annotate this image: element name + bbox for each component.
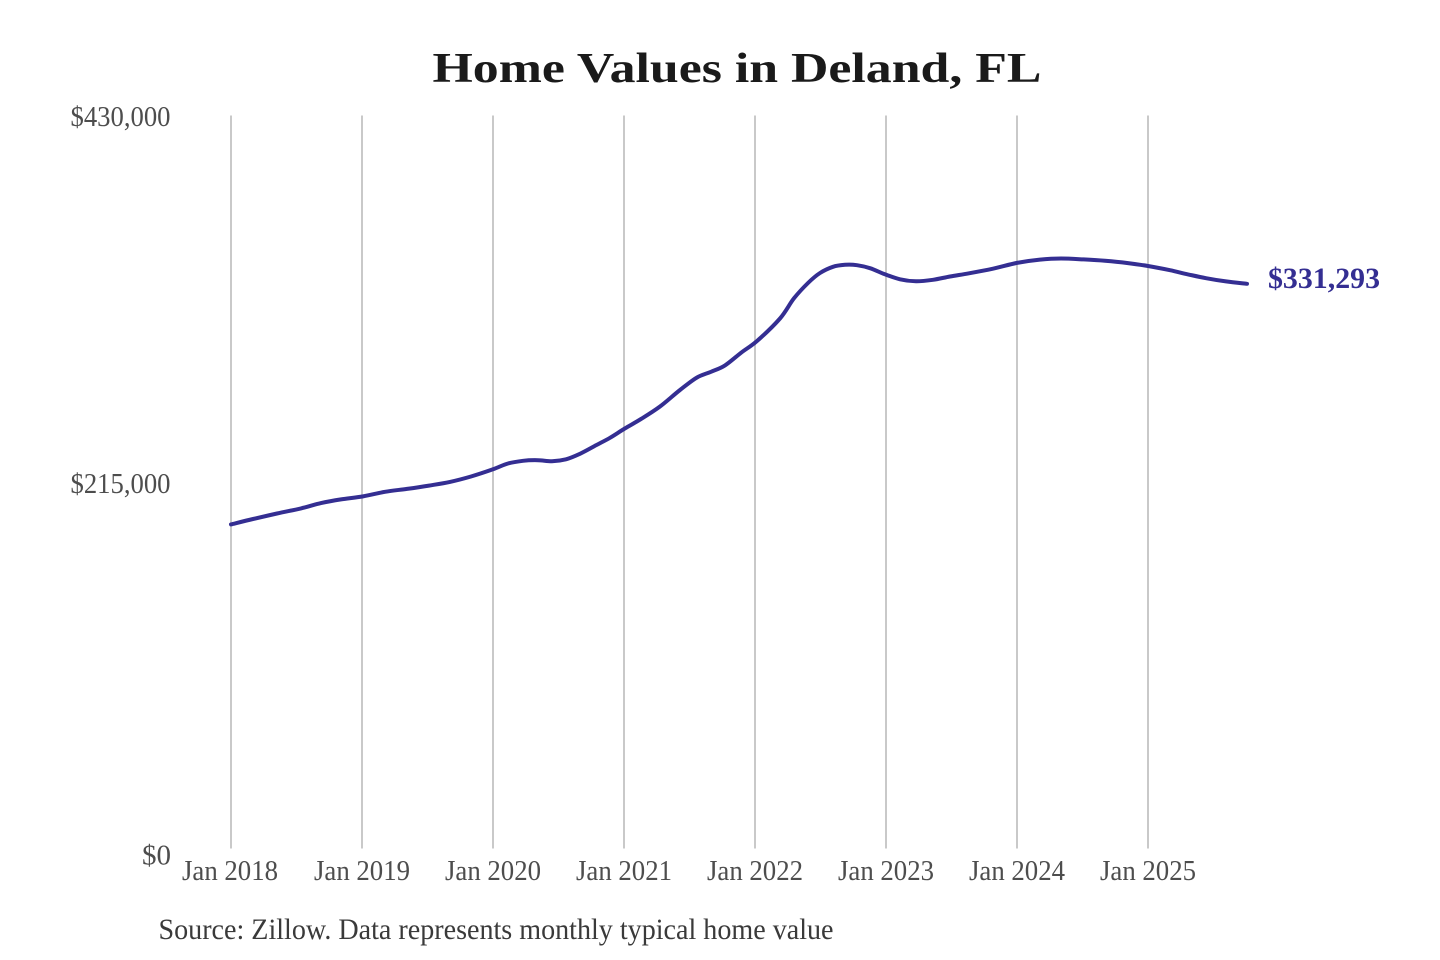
svg-text:Jan 2023: Jan 2023 bbox=[838, 855, 934, 887]
svg-text:Jan 2021: Jan 2021 bbox=[576, 855, 672, 887]
svg-text:$0: $0 bbox=[142, 840, 171, 872]
svg-text:Jan 2024: Jan 2024 bbox=[969, 855, 1065, 887]
svg-text:Source: Zillow. Data represent: Source: Zillow. Data represents monthly … bbox=[159, 913, 834, 946]
svg-text:Jan 2019: Jan 2019 bbox=[314, 855, 410, 887]
svg-text:Home Values in Deland, FL: Home Values in Deland, FL bbox=[433, 46, 1042, 92]
svg-text:$331,293: $331,293 bbox=[1268, 262, 1380, 295]
svg-text:Jan 2020: Jan 2020 bbox=[445, 855, 541, 887]
svg-text:Jan 2025: Jan 2025 bbox=[1100, 855, 1196, 887]
svg-text:Jan 2022: Jan 2022 bbox=[707, 855, 803, 887]
svg-text:$215,000: $215,000 bbox=[71, 468, 171, 500]
svg-text:Jan 2018: Jan 2018 bbox=[182, 855, 278, 887]
svg-text:$430,000: $430,000 bbox=[71, 101, 171, 133]
